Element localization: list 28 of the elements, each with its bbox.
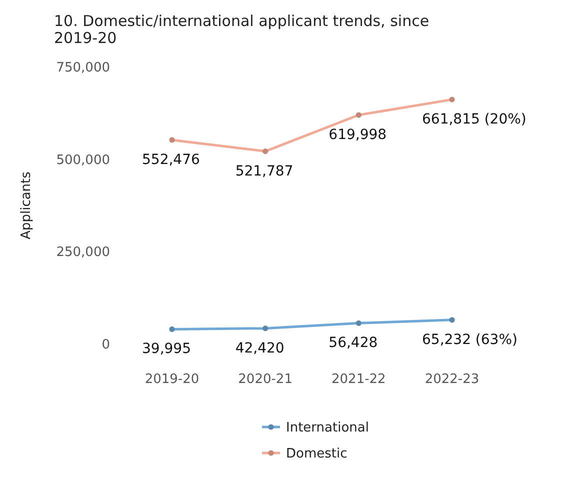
data-label: 39,995 (142, 341, 191, 358)
y-tick-label: 0 (102, 338, 110, 353)
data-label: 619,998 (328, 127, 387, 144)
data-label: 521,787 (235, 163, 294, 180)
chart-title: 10. Domestic/international applicant trends, since 2019-20 (54, 12, 430, 47)
data-label: 552,476 (142, 152, 200, 168)
data-label: 42,420 (235, 340, 284, 356)
point (169, 326, 175, 332)
point (449, 96, 455, 102)
point (449, 317, 455, 323)
point (262, 326, 268, 332)
y-tick-label: 750,000 (56, 60, 110, 76)
point (356, 112, 362, 118)
x-tick-label: 2020-21 (238, 372, 292, 387)
point (262, 148, 268, 154)
y-tick-label: 500,000 (56, 152, 110, 168)
x-tick-label: 2021-22 (332, 372, 386, 387)
legend-label: Domestic (286, 446, 348, 462)
legend-label: International (286, 420, 369, 436)
data-label: 65,232 (63%) (422, 332, 518, 348)
data-label: 661,815 (20%) (422, 112, 526, 128)
y-axis-title: Applicants (19, 171, 34, 240)
point (356, 320, 362, 326)
data-label: 56,428 (328, 335, 378, 352)
x-tick-label: 2022-23 (424, 372, 480, 387)
y-tick-label: 250,000 (56, 245, 110, 260)
x-tick-label: 2019-20 (144, 372, 200, 387)
point (169, 137, 175, 143)
